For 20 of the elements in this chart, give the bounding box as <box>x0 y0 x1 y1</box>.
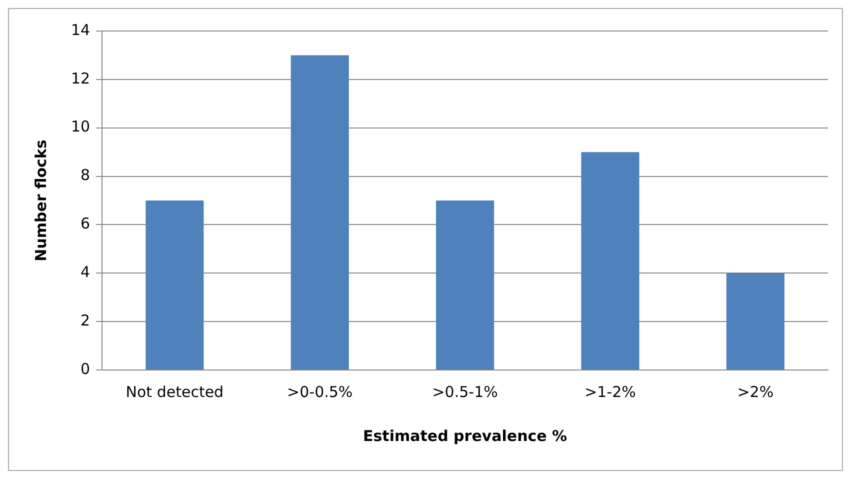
x-tick-label: >0.5-1% <box>432 382 498 401</box>
y-tick-label: 2 <box>80 311 90 330</box>
x-tick-label: >0-0.5% <box>287 382 353 401</box>
x-tick-label: >2% <box>737 382 774 401</box>
y-tick-label: 8 <box>80 166 90 184</box>
bar <box>581 152 640 370</box>
y-tick-label: 6 <box>80 214 90 233</box>
y-tick-label: 0 <box>80 360 90 378</box>
y-tick-label: 4 <box>80 263 90 282</box>
bar <box>436 200 494 370</box>
bar <box>146 200 204 370</box>
y-tick-label: 10 <box>70 118 90 136</box>
x-tick-label: >1-2% <box>584 382 636 401</box>
y-tick-label: 12 <box>70 69 90 88</box>
bar <box>290 55 349 370</box>
y-tick-label: 14 <box>70 20 90 39</box>
bar <box>726 273 784 370</box>
y-axis-title: Number flocks <box>32 140 50 262</box>
x-axis-title: Estimated prevalence % <box>363 426 568 445</box>
x-tick-label: Not detected <box>126 382 224 401</box>
